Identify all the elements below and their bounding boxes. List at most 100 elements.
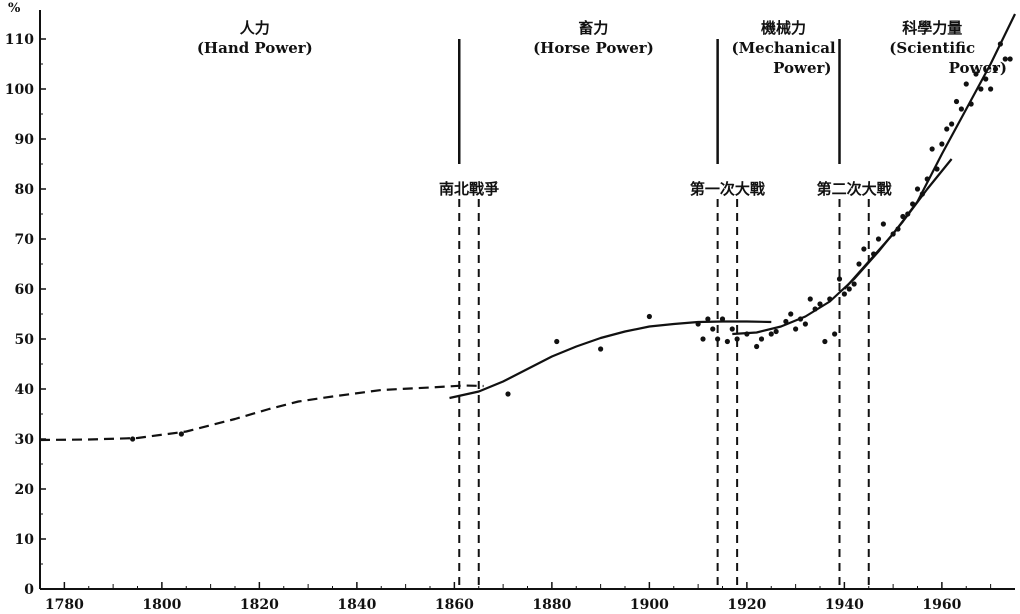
data-point bbox=[841, 291, 847, 297]
data-point bbox=[949, 121, 955, 127]
event-label: 第二次大戰 bbox=[817, 180, 892, 198]
data-point bbox=[983, 76, 989, 82]
series-lines bbox=[39, 13, 1016, 442]
y-tick-label: 100 bbox=[5, 82, 34, 98]
x-tick-label: 1960 bbox=[922, 597, 961, 613]
era-annotations: 人力 (Hand Power) 畜力 (Horse Power) 機械力 (Mechani… bbox=[197, 19, 1007, 164]
data-point bbox=[856, 261, 862, 267]
era-label: 科學力量 bbox=[902, 19, 962, 37]
data-point bbox=[768, 331, 774, 337]
data-point bbox=[719, 316, 726, 322]
y-tick-label: 20 bbox=[15, 482, 35, 498]
data-point bbox=[978, 86, 984, 92]
era-english-label: (Hand Power) bbox=[197, 39, 313, 57]
data-point bbox=[919, 191, 925, 197]
y-tick-label: 80 bbox=[15, 182, 35, 198]
data-point bbox=[754, 343, 760, 350]
data-point bbox=[744, 331, 750, 337]
y-tick-label: 110 bbox=[5, 32, 34, 48]
data-point bbox=[783, 318, 789, 325]
event-annotations: 南北戰爭 第一次大戰 第二次大戰 bbox=[439, 180, 892, 589]
data-point bbox=[178, 431, 184, 437]
data-point bbox=[914, 186, 921, 192]
x-tick-label: 1900 bbox=[630, 597, 669, 613]
data-point bbox=[963, 81, 969, 87]
data-point bbox=[997, 41, 1003, 47]
x-tick-label: 1880 bbox=[532, 597, 571, 613]
x-tick-label: 1920 bbox=[727, 597, 766, 613]
data-point bbox=[710, 326, 716, 332]
trend-line bbox=[843, 13, 1016, 290]
era-label: 畜力 bbox=[578, 19, 608, 37]
data-point bbox=[973, 71, 979, 77]
y-tick-label: 40 bbox=[15, 382, 35, 398]
x-tick-label: 1800 bbox=[142, 597, 181, 613]
data-point bbox=[788, 311, 794, 317]
data-point bbox=[924, 176, 930, 182]
data-point bbox=[992, 66, 999, 72]
data-point bbox=[802, 321, 808, 327]
data-point bbox=[861, 246, 867, 252]
data-point bbox=[890, 231, 896, 237]
data-point bbox=[724, 338, 730, 345]
data-point bbox=[900, 213, 906, 220]
data-point bbox=[895, 226, 901, 232]
data-point bbox=[817, 301, 823, 307]
data-point bbox=[773, 328, 779, 335]
data-point bbox=[715, 336, 721, 342]
era-english-label: (Horse Power) bbox=[533, 39, 654, 57]
data-point bbox=[812, 306, 818, 312]
data-point bbox=[880, 221, 886, 227]
data-point bbox=[1007, 56, 1013, 62]
data-point bbox=[797, 316, 804, 322]
data-point bbox=[758, 336, 765, 342]
data-point bbox=[1002, 56, 1008, 62]
x-tick-label: 1840 bbox=[337, 597, 376, 613]
data-point bbox=[929, 146, 935, 152]
y-tick-label: 90 bbox=[15, 132, 35, 148]
data-point bbox=[846, 286, 852, 292]
data-point bbox=[910, 201, 916, 207]
x-tick-label: 1940 bbox=[825, 597, 864, 613]
data-points bbox=[130, 41, 1013, 442]
x-tick-label: 1860 bbox=[435, 597, 474, 613]
dashed-trend-line bbox=[39, 384, 484, 442]
era-english-label: Power) bbox=[949, 59, 1007, 77]
data-point bbox=[851, 281, 857, 287]
era-label: 人力 bbox=[240, 19, 270, 37]
y-tick-label: 10 bbox=[15, 532, 35, 548]
data-point bbox=[836, 276, 843, 282]
data-point bbox=[598, 346, 604, 352]
event-label: 第一次大戰 bbox=[690, 180, 765, 198]
event-label: 南北戰爭 bbox=[439, 180, 499, 198]
era-english-label: (Mechanical bbox=[731, 39, 835, 57]
data-point bbox=[646, 313, 652, 320]
data-point bbox=[968, 101, 974, 107]
y-tick-label: 70 bbox=[15, 232, 35, 248]
data-point bbox=[871, 251, 877, 257]
data-point bbox=[944, 126, 950, 132]
data-point bbox=[729, 326, 735, 332]
y-unit-label: % bbox=[8, 1, 21, 16]
data-point bbox=[832, 331, 838, 337]
data-point bbox=[905, 211, 911, 217]
data-point bbox=[827, 296, 833, 302]
data-point bbox=[958, 106, 964, 112]
y-tick-label: 60 bbox=[15, 282, 35, 298]
data-point bbox=[793, 326, 799, 332]
y-tick-label: 50 bbox=[15, 332, 35, 348]
data-point bbox=[700, 336, 706, 342]
y-tick-label: 0 bbox=[24, 582, 34, 598]
data-point bbox=[953, 98, 960, 105]
y-tick-label: 30 bbox=[15, 432, 35, 448]
data-point bbox=[875, 236, 882, 242]
data-point bbox=[505, 391, 511, 397]
data-point bbox=[705, 316, 711, 322]
data-point bbox=[939, 141, 945, 147]
axes: % 0 10 20 30 40 50 60 70 80 90 100 110 1780 1800 1820 18… bbox=[5, 1, 1015, 613]
trend-line bbox=[449, 320, 772, 400]
era-english-label: (Scientific bbox=[889, 39, 975, 57]
data-point bbox=[734, 336, 740, 342]
